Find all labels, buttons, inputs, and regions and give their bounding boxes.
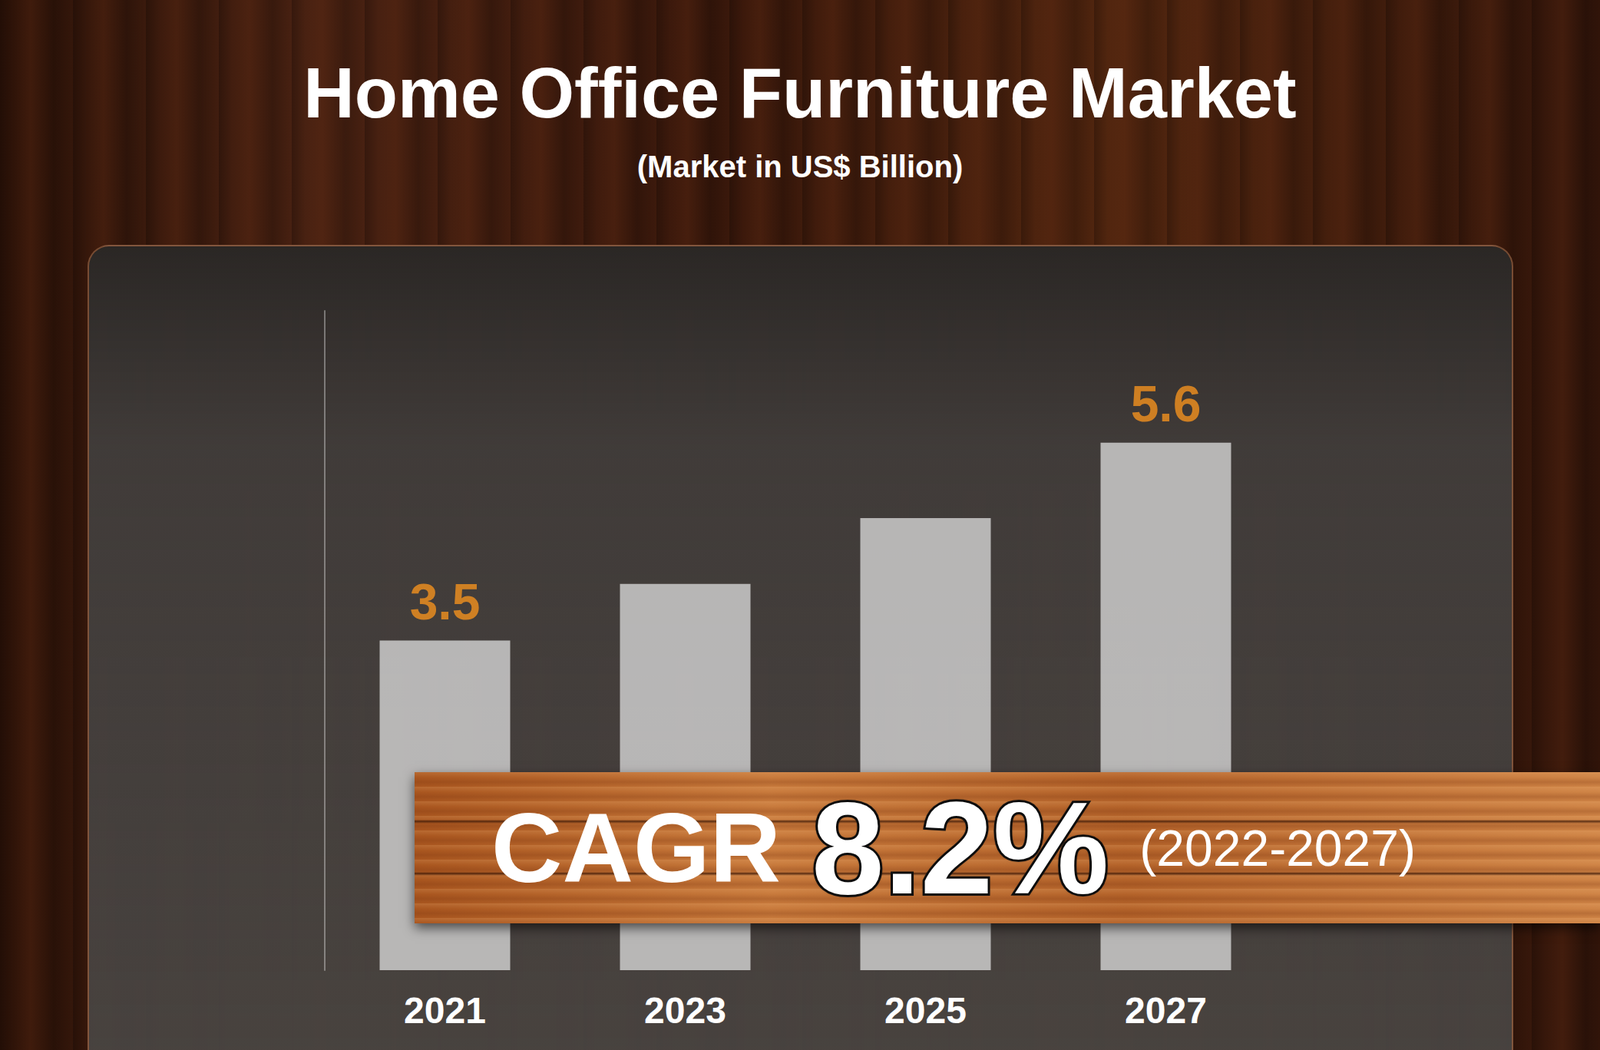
svg-text:2023: 2023 [644, 990, 727, 1032]
svg-text:3.5: 3.5 [409, 573, 481, 631]
svg-text:(Market in US$ Billion): (Market in US$ Billion) [637, 149, 964, 184]
html-text:(2022-2027): (2022-2027) [1139, 819, 1416, 877]
svg-text:2025: 2025 [884, 990, 967, 1032]
svg-text:5.6: 5.6 [1130, 375, 1202, 433]
svg-text:2027: 2027 [1124, 990, 1207, 1032]
svg-text:Home Office Furniture Market: Home Office Furniture Market [303, 53, 1296, 133]
svg-text:2021: 2021 [403, 990, 486, 1032]
html-text:CAGR 8.2%: CAGR 8.2% [491, 775, 1109, 921]
